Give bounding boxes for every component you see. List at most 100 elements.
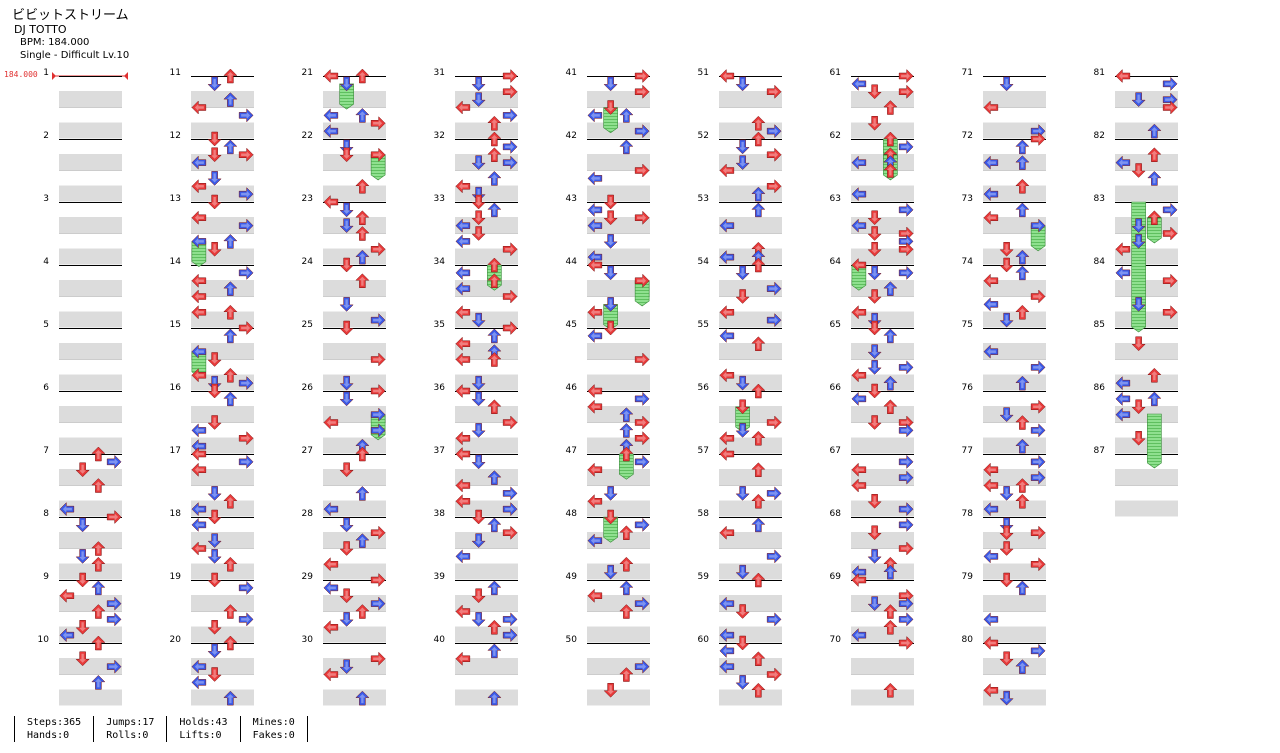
up-arrow: [883, 619, 898, 635]
left-arrow: [323, 415, 339, 430]
hold-note: [1030, 225, 1046, 252]
up-arrow: [751, 257, 766, 273]
right-arrow: [502, 628, 518, 643]
down-arrow: [471, 375, 486, 391]
measure-number: 10: [38, 635, 50, 645]
down-arrow: [207, 509, 222, 525]
right-arrow: [106, 454, 122, 469]
measure-67: 67: [830, 446, 914, 517]
down-arrow: [999, 690, 1014, 706]
right-arrow: [634, 391, 650, 406]
left-arrow: [587, 218, 603, 233]
measure-25: 25: [302, 320, 386, 391]
down-arrow: [207, 572, 222, 588]
measure-82: 82: [1094, 131, 1178, 202]
down-arrow: [999, 541, 1014, 556]
down-arrow: [867, 265, 882, 281]
measure-83: 83: [1094, 194, 1178, 265]
measure-20: 20: [170, 635, 254, 706]
down-arrow: [603, 100, 618, 115]
right-arrow: [370, 525, 386, 540]
down-arrow: [1131, 336, 1146, 352]
left-arrow: [323, 667, 339, 682]
up-arrow: [487, 131, 502, 147]
measure-30: 30: [302, 635, 386, 706]
right-arrow: [502, 486, 518, 501]
down-arrow: [207, 242, 222, 257]
up-arrow: [1147, 210, 1162, 225]
down-arrow: [339, 659, 354, 674]
up-arrow: [355, 178, 370, 194]
right-arrow: [766, 667, 782, 682]
down-arrow: [1131, 399, 1146, 415]
down-arrow: [207, 486, 222, 501]
left-arrow: [851, 218, 867, 233]
measure-number: 56: [698, 383, 710, 393]
right-arrow: [502, 155, 518, 170]
down-arrow: [867, 289, 882, 304]
left-arrow: [455, 446, 471, 462]
left-arrow: [455, 549, 471, 564]
up-arrow: [487, 257, 502, 273]
down-arrow: [207, 533, 222, 548]
measure-number: 75: [962, 320, 973, 330]
down-arrow: [471, 423, 486, 438]
down-arrow: [471, 588, 486, 604]
measure-28: 28: [302, 509, 386, 580]
up-arrow: [487, 399, 502, 414]
right-arrow: [766, 124, 782, 139]
right-arrow: [370, 596, 386, 611]
left-arrow: [851, 628, 867, 643]
left-arrow: [455, 651, 471, 666]
left-arrow: [191, 273, 207, 288]
up-arrow: [751, 336, 766, 351]
left-arrow: [323, 620, 339, 635]
up-arrow: [883, 131, 898, 147]
right-arrow: [502, 289, 518, 304]
up-arrow: [355, 68, 370, 84]
right-arrow: [1030, 289, 1046, 304]
down-arrow: [339, 147, 354, 163]
up-arrow: [619, 525, 634, 540]
measure-number: 3: [43, 194, 49, 204]
left-arrow: [719, 305, 735, 320]
right-arrow: [1030, 557, 1046, 572]
measure-15: 15: [170, 320, 254, 391]
down-arrow: [471, 210, 486, 226]
measure-62: 62: [830, 131, 914, 202]
down-arrow: [735, 289, 750, 304]
stat-holds: Holds:43: [179, 717, 228, 728]
left-arrow: [719, 525, 735, 540]
measure-41: 41: [566, 68, 650, 139]
measure-number: 51: [698, 68, 709, 78]
right-arrow: [370, 651, 386, 666]
song-header: ビビットストリーム DJ TOTTO BPM: 184.000 Single -…: [12, 8, 129, 62]
measure-number: 38: [434, 509, 446, 519]
up-arrow: [91, 541, 106, 556]
right-arrow: [106, 659, 122, 674]
up-arrow: [883, 281, 898, 296]
down-arrow: [867, 320, 882, 336]
measure-number: 80: [962, 635, 974, 645]
measure-7: 7: [43, 446, 122, 517]
measure-number: 70: [830, 635, 842, 645]
measure-66: 66: [830, 383, 914, 454]
left-arrow: [719, 218, 735, 233]
left-arrow: [455, 179, 471, 194]
measure-number: 79: [962, 572, 974, 582]
up-arrow: [223, 690, 238, 706]
up-arrow: [751, 430, 766, 446]
measure-number: 52: [698, 131, 709, 141]
right-arrow: [106, 612, 122, 627]
left-arrow: [1115, 407, 1131, 422]
left-arrow: [1115, 242, 1131, 257]
down-arrow: [999, 257, 1014, 273]
down-arrow: [471, 226, 486, 241]
down-arrow: [1131, 218, 1146, 233]
left-arrow: [323, 580, 339, 595]
left-arrow: [1115, 391, 1131, 406]
measure-40: 40: [434, 635, 518, 706]
down-arrow: [735, 635, 750, 651]
left-arrow: [587, 257, 603, 273]
right-arrow: [634, 352, 650, 367]
